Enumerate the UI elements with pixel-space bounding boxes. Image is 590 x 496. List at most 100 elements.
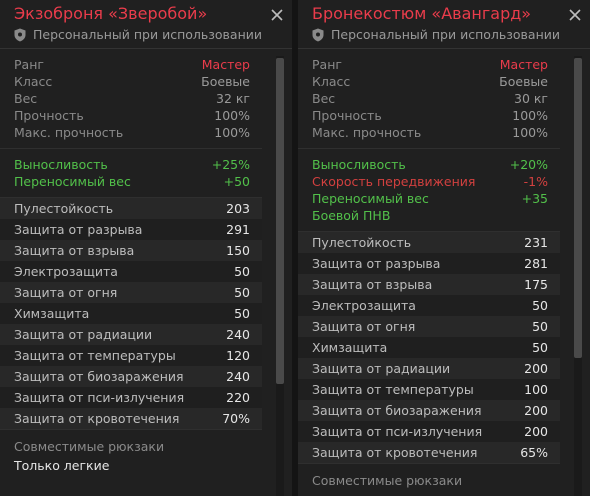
protection-value: 50	[234, 264, 250, 279]
scrollbar-thumb[interactable]	[574, 58, 582, 358]
info-row: Ранг Мастер	[0, 56, 262, 73]
close-button[interactable]	[270, 8, 284, 22]
info-row: Прочность 100%	[298, 107, 560, 124]
protection-row: Защита от кровотечения 70%	[0, 408, 262, 429]
info-label: Ранг	[14, 57, 44, 72]
info-value: Мастер	[201, 57, 250, 72]
protection-value: 240	[226, 369, 250, 384]
bonus-value: -1%	[523, 174, 548, 189]
info-row: Класс Боевые	[298, 73, 560, 90]
bonus-value: +35	[521, 191, 548, 206]
info-label: Прочность	[14, 108, 84, 123]
protection-row: Защита от пси-излучения 220	[0, 387, 262, 408]
protection-row: Электрозащита 50	[298, 295, 560, 316]
scrollbar[interactable]	[574, 56, 582, 496]
close-icon	[271, 9, 283, 21]
scrollbar-thumb[interactable]	[276, 58, 284, 384]
protection-row: Защита от разрыва 291	[0, 219, 262, 240]
bonus-label: Выносливость	[312, 157, 406, 172]
protection-value: 50	[234, 306, 250, 321]
protection-label: Защита от биозаражения	[312, 403, 482, 418]
protection-label: Защита от пси-излучения	[14, 390, 185, 405]
bonus-row: Скорость передвижения -1%	[298, 173, 560, 190]
item-card-left: Экзоброня «Зверобой» Персональный при ис…	[0, 0, 292, 496]
bonus-section: Выносливость +20% Скорость передвижения -1…	[298, 149, 560, 232]
protection-row: Химзащита 50	[298, 337, 560, 358]
bonus-value: +25%	[211, 157, 250, 172]
bonus-row: Боевой ПНВ	[298, 207, 560, 224]
binding-note: Персональный при использовании	[312, 27, 560, 42]
protection-value: 50	[532, 298, 548, 313]
info-label: Вес	[312, 91, 336, 106]
protection-row: Пулестойкость 231	[298, 232, 560, 253]
bonus-label: Переносимый вес	[312, 191, 429, 206]
protection-label: Защита от кровотечения	[14, 411, 180, 426]
info-value: 100%	[214, 125, 250, 140]
backpack-compat-section: Совместимые рюкзаки	[298, 464, 560, 490]
bonus-section: Выносливость +25% Переносимый вес +50	[0, 149, 262, 198]
info-row: Прочность 100%	[0, 107, 262, 124]
protection-label: Электрозащита	[312, 298, 416, 313]
info-label: Прочность	[312, 108, 382, 123]
protection-row: Пулестойкость 203	[0, 198, 262, 219]
protection-row: Защита от радиации 200	[298, 358, 560, 379]
protection-row: Защита от взрыва 150	[0, 240, 262, 261]
protection-section: Пулестойкость 231 Защита от разрыва 281 За…	[298, 232, 560, 464]
info-row: Вес 30 кг	[298, 90, 560, 107]
protection-value: 281	[524, 256, 548, 271]
protection-row: Электрозащита 50	[0, 261, 262, 282]
info-value: 30 кг	[514, 91, 548, 106]
protection-value: 231	[524, 235, 548, 250]
protection-row: Защита от биозаражения 200	[298, 400, 560, 421]
scrollbar[interactable]	[276, 56, 284, 496]
bonus-label: Выносливость	[14, 157, 108, 172]
info-value: 100%	[214, 108, 250, 123]
bonus-row: Переносимый вес +50	[0, 173, 262, 190]
info-row: Ранг Мастер	[298, 56, 560, 73]
protection-row: Защита от температуры 120	[0, 345, 262, 366]
protection-section: Пулестойкость 203 Защита от разрыва 291 За…	[0, 198, 262, 430]
protection-label: Защита от радиации	[312, 361, 451, 376]
protection-value: 150	[226, 243, 250, 258]
protection-value: 200	[524, 403, 548, 418]
backpack-compat-section: Совместимые рюкзаки Только легкие	[0, 430, 262, 475]
protection-row: Защита от огня 50	[298, 316, 560, 337]
protection-label: Защита от огня	[14, 285, 118, 300]
bonus-label: Переносимый вес	[14, 174, 131, 189]
info-row: Вес 32 кг	[0, 90, 262, 107]
backpack-compat-label: Совместимые рюкзаки	[312, 473, 463, 488]
protection-label: Защита от биозаражения	[14, 369, 184, 384]
info-value: 100%	[512, 125, 548, 140]
protection-label: Защита от температуры	[14, 348, 176, 363]
protection-label: Электрозащита	[14, 264, 118, 279]
protection-value: 200	[524, 424, 548, 439]
item-title: Бронекостюм «Авангард»	[312, 4, 532, 23]
info-label: Класс	[312, 74, 351, 89]
protection-label: Защита от разрыва	[14, 222, 143, 237]
protection-value: 200	[524, 361, 548, 376]
shield-icon	[14, 28, 26, 41]
protection-row: Защита от разрыва 281	[298, 253, 560, 274]
protection-label: Пулестойкость	[14, 201, 114, 216]
binding-note-text: Персональный при использовании	[331, 27, 560, 42]
card-header: Бронекостюм «Авангард» Персональный при …	[298, 0, 590, 49]
bonus-row: Выносливость +20%	[298, 156, 560, 173]
protection-label: Защита от огня	[312, 319, 416, 334]
info-value: Боевые	[201, 74, 250, 89]
protection-value: 240	[226, 327, 250, 342]
item-title: Экзоброня «Зверобой»	[14, 4, 208, 23]
protection-label: Защита от радиации	[14, 327, 153, 342]
protection-label: Пулестойкость	[312, 235, 412, 250]
protection-label: Защита от температуры	[312, 382, 474, 397]
close-button[interactable]	[568, 8, 582, 22]
protection-label: Химзащита	[312, 340, 388, 355]
protection-value: 70%	[222, 411, 250, 426]
close-icon	[569, 9, 581, 21]
bonus-label: Боевой ПНВ	[312, 208, 391, 223]
info-section: Ранг Мастер Класс Боевые Вес 30 кг Прочност…	[298, 49, 560, 149]
backpack-compat-label: Совместимые рюкзаки	[14, 439, 165, 454]
bonus-value: +20%	[509, 157, 548, 172]
protection-value: 100	[524, 382, 548, 397]
info-row: Макс. прочность 100%	[0, 124, 262, 141]
info-label: Класс	[14, 74, 53, 89]
